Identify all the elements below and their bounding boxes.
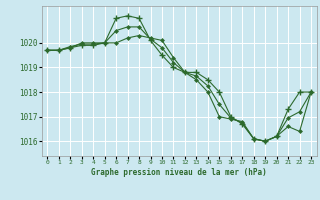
X-axis label: Graphe pression niveau de la mer (hPa): Graphe pression niveau de la mer (hPa) <box>91 168 267 177</box>
